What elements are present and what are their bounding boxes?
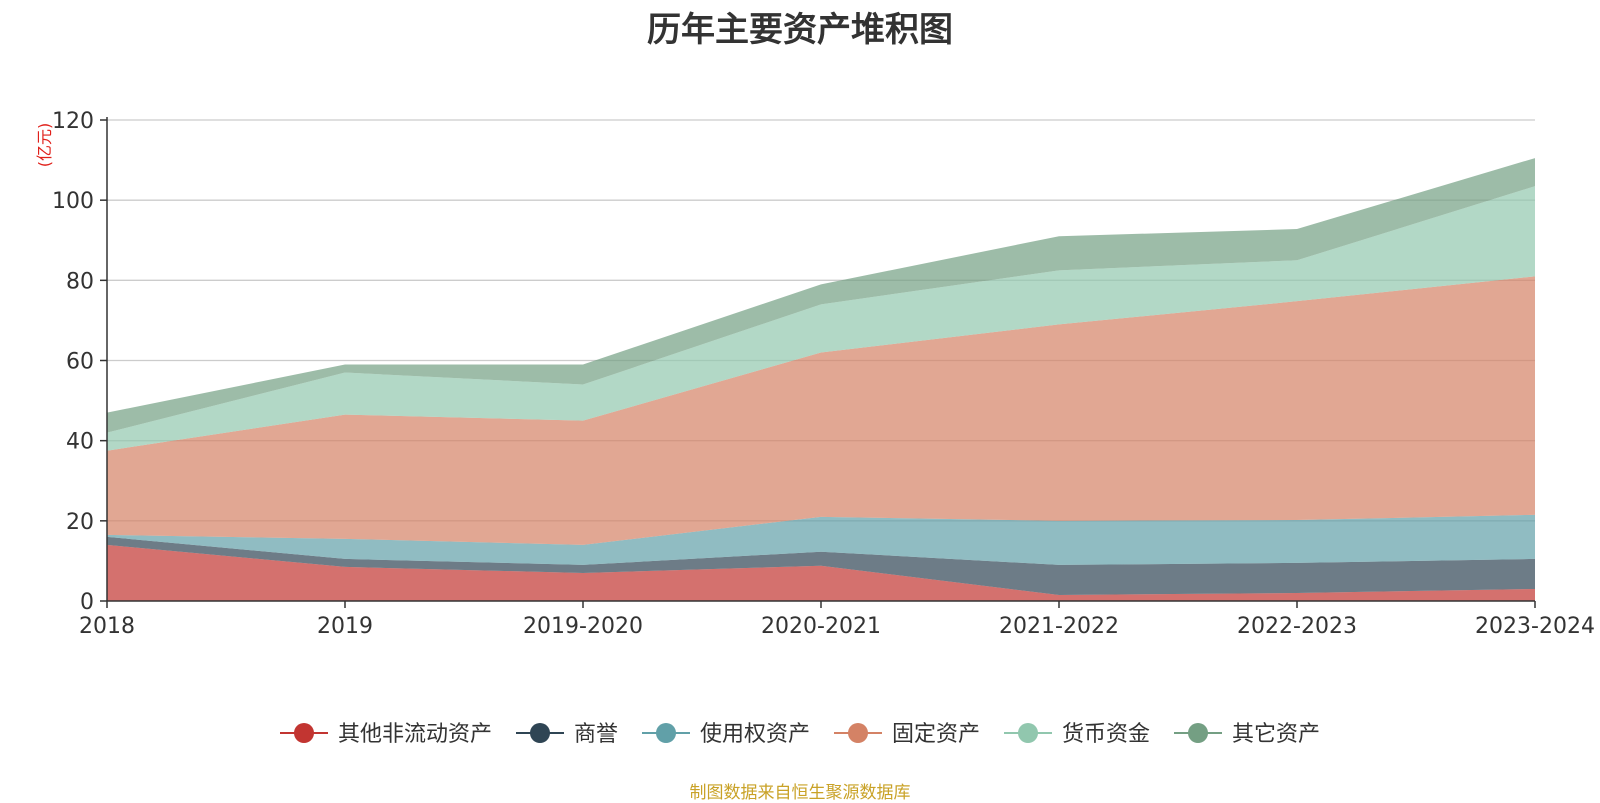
legend-item-1: 其他非流动资产 — [280, 722, 492, 747]
legend-marker — [656, 723, 676, 743]
legend-item-3: 使用权资产 — [642, 722, 810, 747]
source-note: 制图数据来自恒生聚源数据库 — [689, 783, 911, 803]
legend-marker — [530, 723, 550, 743]
x-tick-label: 2019-2020 — [523, 614, 643, 639]
y-tick-label: 20 — [66, 510, 94, 535]
area-series-1 — [107, 544, 1535, 601]
legend-label: 商誉 — [574, 722, 618, 747]
area-series-2 — [107, 536, 1535, 595]
x-tick-label: 2020-2021 — [761, 614, 881, 639]
area-series-4 — [107, 276, 1535, 545]
area-series-6 — [107, 158, 1535, 433]
legend-label: 使用权资产 — [700, 722, 810, 747]
y-tick-label: 60 — [66, 350, 94, 375]
y-tick-label: 100 — [52, 189, 94, 214]
axes: 0 20 40 60 80 100 120 2018 2019 2019-2020 2020-202… — [35, 109, 1595, 639]
legend: 其他非流动资产 商誉 使用权资产 固定资产 货币资金 其它资产 — [280, 722, 1320, 747]
y-tick-label: 80 — [66, 269, 94, 294]
legend-marker — [1018, 723, 1038, 743]
x-tick-label: 2019 — [317, 614, 373, 639]
x-tick-label: 2018 — [79, 614, 135, 639]
legend-marker — [1188, 723, 1208, 743]
legend-item-4: 固定资产 — [834, 722, 980, 747]
x-tick-label: 2021-2022 — [999, 614, 1119, 639]
x-tick-label: 2023-2024 — [1475, 614, 1595, 639]
y-tick-label: 40 — [66, 430, 94, 455]
legend-label: 固定资产 — [892, 722, 980, 747]
legend-label: 货币资金 — [1062, 722, 1150, 747]
area-series-3 — [107, 514, 1535, 565]
legend-label: 其它资产 — [1232, 722, 1320, 747]
chart-title: 历年主要资产堆积图 — [647, 10, 953, 50]
legend-item-2: 商誉 — [516, 722, 618, 747]
x-tick-label: 2022-2023 — [1237, 614, 1357, 639]
area-series-5 — [107, 186, 1535, 451]
legend-item-6: 其它资产 — [1174, 722, 1320, 747]
area-series-group — [107, 158, 1535, 601]
y-tick-label: 0 — [80, 590, 94, 615]
legend-marker — [294, 723, 314, 743]
y-unit-label: (亿元) — [35, 123, 54, 168]
y-tick-label: 120 — [52, 109, 94, 134]
legend-marker — [848, 723, 868, 743]
legend-label: 其他非流动资产 — [338, 722, 492, 747]
legend-item-5: 货币资金 — [1004, 722, 1150, 747]
